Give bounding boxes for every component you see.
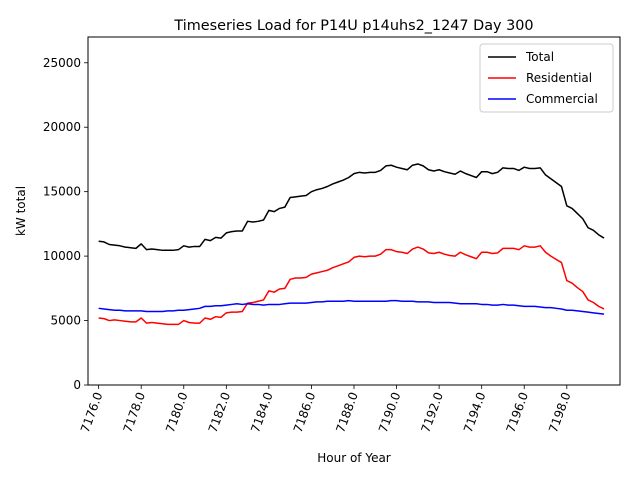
y-tick-label: 25000 [43, 56, 81, 70]
series-line-total [98, 163, 605, 252]
x-tick-label: 7186.0 [291, 390, 319, 434]
y-tick-label: 20000 [43, 120, 81, 134]
y-tick-label: 15000 [43, 185, 81, 199]
x-tick-label: 7178.0 [120, 390, 148, 434]
x-tick-label: 7196.0 [504, 390, 532, 434]
x-tick-label: 7180.0 [163, 390, 191, 434]
legend-label-commercial: Commercial [526, 92, 598, 106]
x-tick-label: 7198.0 [546, 390, 574, 434]
x-tick-label: 7184.0 [248, 390, 276, 434]
y-axis-label: kW total [14, 186, 28, 236]
x-tick-label: 7176.0 [78, 390, 106, 434]
x-tick-label: 7182.0 [206, 390, 234, 434]
x-axis-label: Hour of Year [317, 451, 391, 465]
legend-box [479, 43, 614, 113]
series-line-commercial [98, 299, 605, 315]
legend-label-residential: Residential [526, 71, 592, 85]
y-tick-label: 10000 [43, 249, 81, 263]
x-tick-label: 7194.0 [461, 390, 489, 434]
x-tick-label: 7192.0 [418, 390, 446, 434]
y-tick-label: 5000 [50, 314, 81, 328]
x-tick-label: 7190.0 [376, 390, 404, 434]
legend: Total Residential Commercial [479, 43, 614, 113]
series-line-residential [98, 245, 605, 326]
x-tick-label: 7188.0 [333, 390, 361, 434]
legend-label-total: Total [525, 50, 554, 64]
chart-title: Timeseries Load for P14U p14uhs2_1247 Da… [173, 18, 533, 34]
y-tick-label: 0 [73, 378, 81, 392]
